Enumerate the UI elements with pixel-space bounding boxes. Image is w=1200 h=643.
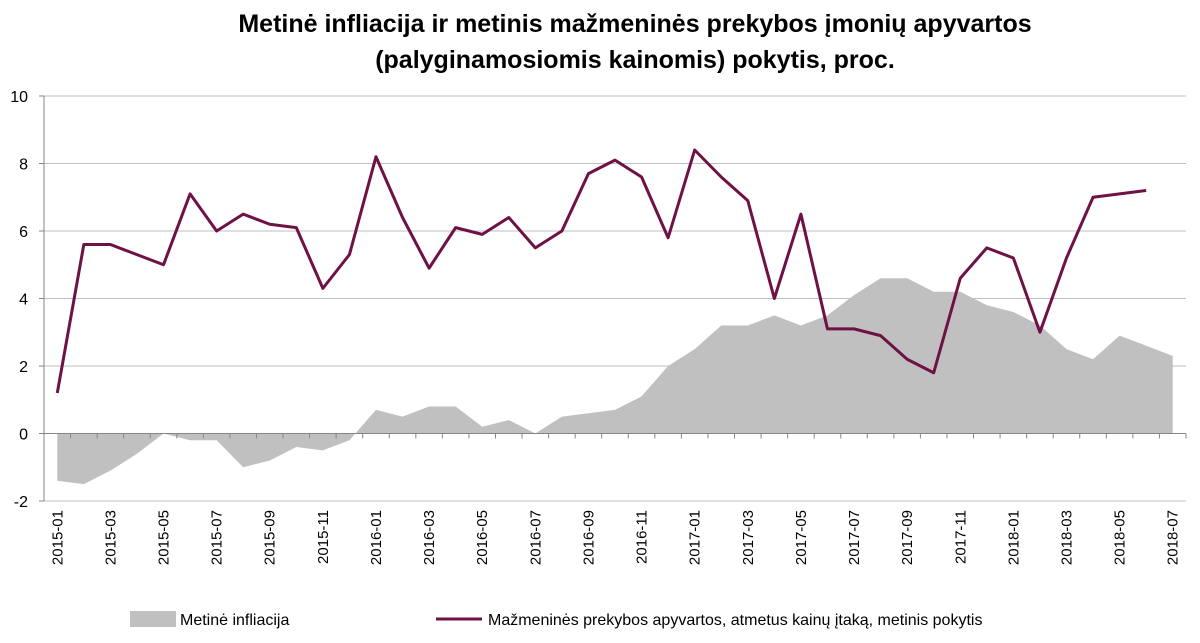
legend: Metinė infliacija Mažmeninės prekybos apy… xyxy=(130,611,982,629)
y-tick-label: 6 xyxy=(19,224,28,241)
x-tick-label: 2018-05 xyxy=(1112,510,1129,565)
legend-label-inflation: Metinė infliacija xyxy=(180,612,289,629)
x-tick-label: 2017-09 xyxy=(899,510,916,565)
x-tick-label: 2015-03 xyxy=(102,510,119,565)
x-tick-label: 2015-09 xyxy=(262,510,279,565)
y-tick-label: 2 xyxy=(19,359,28,376)
x-tick-label: 2017-07 xyxy=(846,510,863,565)
chart-title: Metinė infliacija ir metinis mažmeninės … xyxy=(0,6,1200,78)
y-tick-labels: -2 0 2 4 6 8 10 xyxy=(10,89,28,511)
x-tick-label: 2017-03 xyxy=(740,510,757,565)
x-tick-label: 2017-11 xyxy=(952,510,969,564)
x-tick-label: 2016-09 xyxy=(580,510,597,565)
chart-title-line-1: Metinė infliacija ir metinis mažmeninės … xyxy=(238,10,1032,38)
y-tick-label: 10 xyxy=(10,89,28,106)
chart-title-line-2: (palyginamosiomis kainomis) pokytis, pro… xyxy=(375,46,895,74)
x-tick-label: 2016-07 xyxy=(527,510,544,565)
axis-layer xyxy=(39,95,1187,502)
area-layer xyxy=(57,278,1173,485)
x-tick-label: 2018-03 xyxy=(1058,510,1075,565)
x-tick-label: 2015-11 xyxy=(315,510,332,564)
x-tick-label: 2018-01 xyxy=(1005,510,1022,565)
legend-swatch-inflation xyxy=(130,611,176,627)
x-tick-label: 2015-01 xyxy=(49,510,66,565)
x-tick-label: 2015-05 xyxy=(156,510,173,565)
x-tick-label: 2016-05 xyxy=(474,510,491,565)
y-tick-label: 0 xyxy=(19,427,28,444)
y-tick-label: 4 xyxy=(19,292,28,309)
x-tick-label: 2016-03 xyxy=(421,510,438,565)
x-tick-label: 2017-05 xyxy=(793,510,810,565)
x-tick-label: 2015-07 xyxy=(209,510,226,565)
x-tick-label: 2016-01 xyxy=(368,510,385,565)
x-tick-label: 2016-11 xyxy=(634,510,651,564)
line-layer xyxy=(55,148,1147,394)
y-tick-label: 8 xyxy=(19,157,28,174)
y-tick-label: -2 xyxy=(14,494,28,511)
x-tick-label: 2018-07 xyxy=(1165,510,1182,565)
area-series-inflation xyxy=(57,278,1173,485)
x-tick-label: 2017-01 xyxy=(687,510,704,565)
x-tick-labels: 2015-01 2015-03 2015-05 2015-07 2015-09 2015-… xyxy=(49,510,1181,565)
legend-label-retail: Mažmeninės prekybos apyvartos, atmetus k… xyxy=(488,612,982,629)
line-series-retail-turnover xyxy=(55,148,1147,394)
